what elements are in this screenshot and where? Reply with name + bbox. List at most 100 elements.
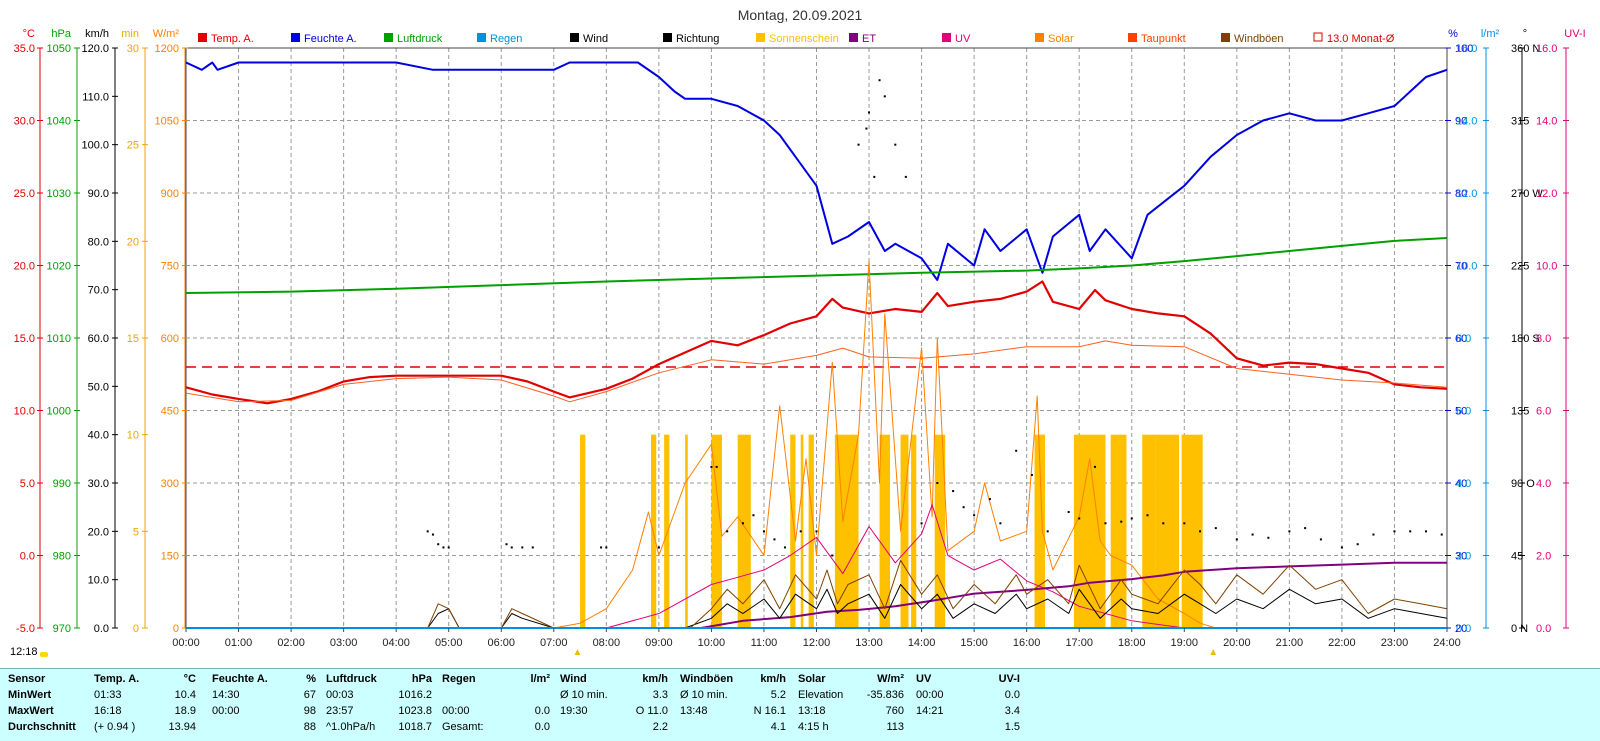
left-axis-tick-label: 450 [161, 406, 179, 418]
x-tick-label: 18:00 [1118, 637, 1146, 649]
left-axis-tick-label: 120.0 [81, 43, 109, 55]
direction-point [1067, 511, 1070, 513]
right-axis-tick-label: 0 N [1511, 623, 1528, 635]
right-axis-unit: % [1448, 28, 1458, 40]
right-axis-tick-label: 135 [1511, 406, 1529, 418]
direction-point [1304, 527, 1307, 530]
direction-point [1199, 530, 1202, 533]
stats-cell-value: 760 [885, 705, 904, 717]
sunshine-bar [685, 434, 688, 628]
x-tick-label: 09:00 [645, 637, 673, 649]
direction-point [773, 538, 776, 541]
stats-cell-value: 1023.8 [398, 705, 432, 717]
sunshine-bar [808, 434, 814, 628]
legend-label-13-0-monat-: 13.0 Monat-Ø [1327, 33, 1395, 45]
right-axis-tick-label: 14.0 [1536, 116, 1557, 128]
left-axis-tick-label: 20 [127, 236, 139, 248]
sunshine-bar [834, 434, 859, 628]
stats-header: Sensor [8, 673, 46, 685]
right-axis-tick-label: 4.0 [1536, 478, 1551, 490]
left-axis-tick-label: 50.0 [88, 381, 109, 393]
stats-header-unit: hPa [411, 673, 432, 685]
right-axis-tick-label: 40 [1455, 478, 1467, 490]
stats-cell-time: 13:18 [798, 705, 826, 717]
series-temp-a- [185, 280, 1448, 405]
right-axis-tick-label: 315 [1511, 116, 1529, 128]
right-axis-tick-label: 8.0 [1536, 333, 1551, 345]
left-axis-tick-label: 25.0 [14, 188, 35, 200]
direction-point [752, 514, 755, 517]
legend-swatch-luftdruck [384, 33, 393, 42]
sunshine-bar [664, 434, 670, 628]
right-axis-tick-label: 45 [1511, 551, 1523, 563]
x-tick-label: 23:00 [1381, 637, 1409, 649]
right-axis-tick-label: 14.0 [1456, 116, 1477, 128]
stats-header-unit: l/m² [530, 673, 550, 685]
stats-header: Temp. A. [94, 673, 140, 685]
left-axis-tick-label: 90.0 [88, 188, 109, 200]
left-axis-tick-label: 1000 [47, 406, 71, 418]
stats-cell-value: 113 [886, 721, 904, 733]
stats-cell-time: 13:48 [680, 705, 708, 717]
legend-label-et: ET [862, 33, 876, 45]
sunshine-bar [650, 434, 657, 628]
series-et [186, 561, 1447, 629]
x-tick-label: 16:00 [1013, 637, 1041, 649]
direction-point [1372, 533, 1375, 536]
stats-row-label: Durchschnitt [8, 721, 76, 733]
legend-swatch-feuchte-a- [291, 33, 300, 42]
series-wind [186, 584, 1448, 629]
sunshine-bar [737, 434, 751, 628]
right-axis-tick-label: 10.0 [1536, 261, 1557, 273]
right-axis-tick-label: 6.0 [1456, 406, 1471, 418]
legend-label-luftdruck: Luftdruck [397, 33, 443, 45]
stats-header: Wind [560, 673, 587, 685]
direction-points [426, 79, 1443, 557]
left-axis-tick-label: 10.0 [88, 575, 109, 587]
right-axis-tick-label: 100 [1455, 43, 1473, 55]
stats-cell-value: 5.2 [770, 689, 786, 701]
sunshine-bar [790, 434, 796, 628]
direction-point [973, 514, 976, 517]
direction-point [1104, 522, 1107, 525]
direction-point [1356, 543, 1359, 546]
left-axis-tick-label: 100.0 [81, 140, 109, 152]
direction-point [1130, 517, 1133, 520]
stats-cell-time: 00:00 [212, 705, 240, 717]
direction-point [1015, 449, 1018, 452]
stats-header-unit: UV-I [998, 673, 1020, 685]
right-axis-tick-label: 225 [1511, 261, 1529, 273]
left-axis-tick-label: 1200 [155, 43, 179, 55]
current-time-label: 12:18 [10, 646, 38, 658]
legend-swatch-wind [570, 33, 579, 42]
stats-cell-time: Elevation [798, 689, 844, 701]
direction-point [865, 127, 868, 130]
direction-point [531, 546, 534, 549]
left-axis-tick-label: 30.0 [14, 116, 35, 128]
legend-swatch-regen [477, 33, 486, 42]
left-axis-tick-label: 1050 [47, 43, 71, 55]
legend-swatch-solar [1035, 33, 1044, 42]
legend-swatch-windb-en [1221, 33, 1230, 42]
stats-cell-time: 14:30 [212, 689, 240, 701]
left-axis-tick-label: 110.0 [82, 91, 109, 103]
left-axis-tick-label: 1010 [47, 333, 71, 345]
legend-label-uv: UV [955, 33, 971, 45]
right-axis-tick-label: 8.0 [1456, 333, 1471, 345]
stats-cell-value: O 11.0 [635, 705, 668, 717]
direction-point [1409, 530, 1412, 533]
stats-cell-time: 19:30 [560, 705, 588, 717]
direction-point [873, 175, 876, 178]
right-axis-tick-label: 90 O [1511, 478, 1535, 490]
stats-row-label: MaxWert [8, 705, 54, 717]
direction-point [741, 522, 744, 525]
left-axis-unit: °C [23, 28, 35, 40]
direction-point [1030, 473, 1033, 476]
x-tick-label: 20:00 [1223, 637, 1251, 649]
stats-cell-value: 1016.2 [398, 689, 432, 701]
right-axis-tick-label: 12.0 [1456, 188, 1477, 200]
legend-swatch-et [849, 33, 858, 42]
left-axis-tick-label: 35.0 [14, 43, 35, 55]
stats-cell-value: 3.3 [652, 689, 668, 701]
stats-header: UV [916, 673, 932, 685]
